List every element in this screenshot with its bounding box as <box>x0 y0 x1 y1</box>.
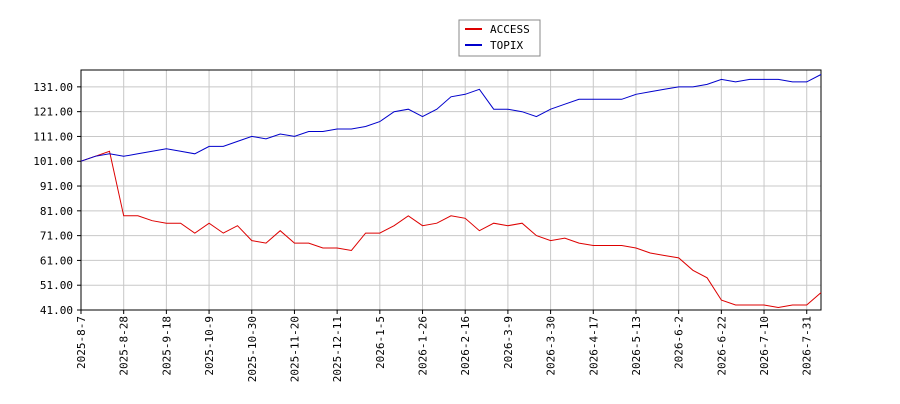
lines <box>80 74 822 309</box>
x-tick-label: 2026-1-5 <box>374 316 387 369</box>
x-tick-label: 2026-2-16 <box>459 316 472 376</box>
x-tick-label: 2026-4-17 <box>587 316 600 376</box>
y-tick-label: 41.00 <box>40 304 73 317</box>
x-tick-label: 2025-8-28 <box>118 316 131 376</box>
x-tick-label: 2026-6-22 <box>715 316 728 376</box>
x-tick-label: 2026-1-26 <box>417 316 430 376</box>
x-tick-label: 2026-3-30 <box>545 316 558 376</box>
x-tick-label: 2026-7-10 <box>758 316 771 376</box>
y-tick-label: 131.00 <box>33 81 73 94</box>
x-tick-label: 2025-11-20 <box>288 316 301 382</box>
x-tick-label: 2025-10-30 <box>246 316 259 382</box>
y-tick-label: 81.00 <box>40 205 73 218</box>
x-tick-label: 2026-3-9 <box>502 316 515 369</box>
series-line <box>80 74 822 162</box>
legend-label: TOPIX <box>490 39 523 52</box>
y-tick-label: 121.00 <box>33 106 73 119</box>
x-tick-label: 2026-7-31 <box>801 316 814 376</box>
y-tick-label: 61.00 <box>40 254 73 267</box>
y-tick-label: 71.00 <box>40 230 73 243</box>
grid: 41.00 51.00 61.00 71.00 81.00 91.00 101.00 111.… <box>33 70 821 382</box>
legend: ACCESS TOPIX <box>458 19 541 57</box>
plot-frame <box>80 69 822 311</box>
legend-box <box>458 19 541 57</box>
x-tick-label: 2025-8-7 <box>75 316 88 369</box>
legend-label: ACCESS <box>490 23 530 36</box>
y-tick-label: 101.00 <box>33 155 73 168</box>
x-tick-label: 2025-12-11 <box>331 316 344 382</box>
y-tick-label: 51.00 <box>40 279 73 292</box>
x-tick-label: 2025-9-18 <box>160 316 173 376</box>
x-tick-label: 2026-5-13 <box>630 316 643 376</box>
y-tick-label: 91.00 <box>40 180 73 193</box>
y-tick-label: 111.00 <box>33 130 73 143</box>
x-tick-label: 2026-6-2 <box>673 316 686 369</box>
x-tick-label: 2025-10-9 <box>203 316 216 376</box>
series-line <box>80 150 822 309</box>
